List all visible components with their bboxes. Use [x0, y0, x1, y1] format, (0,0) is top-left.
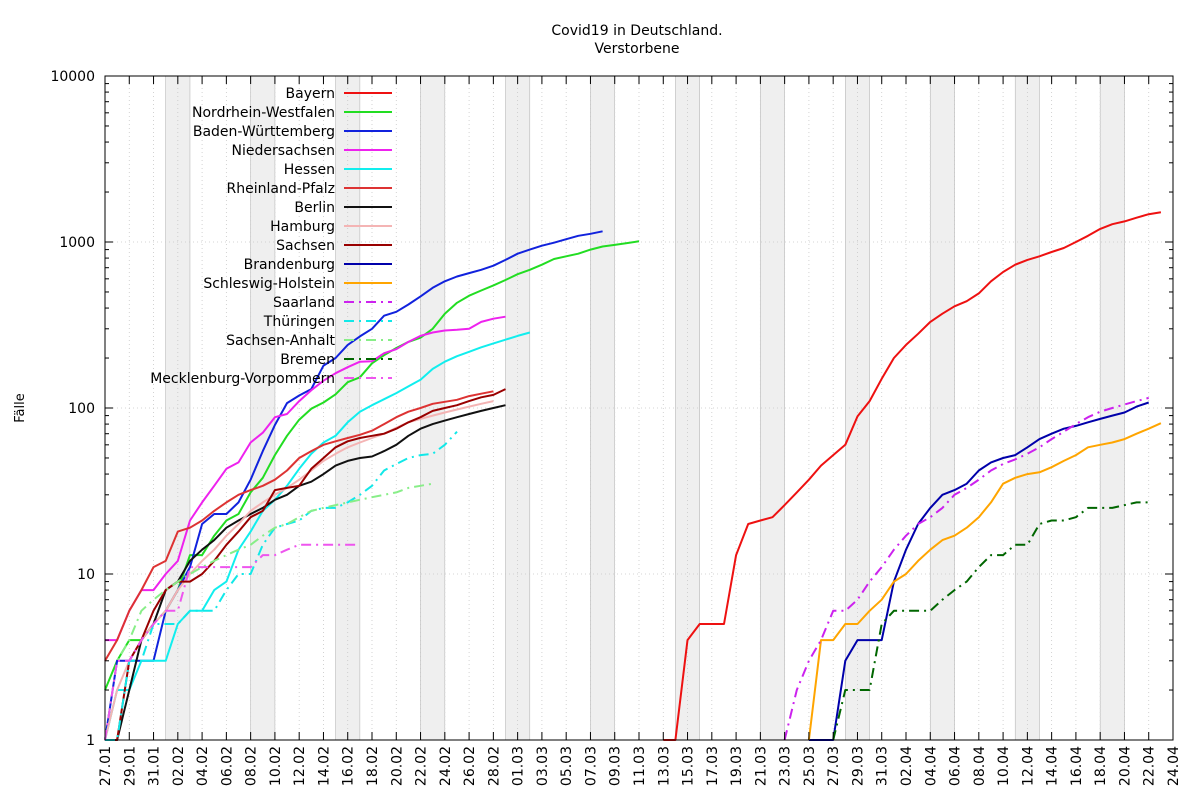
legend-label: Sachsen — [276, 238, 335, 254]
series-line — [105, 315, 506, 642]
x-tick-label: 19.03 — [729, 746, 745, 786]
x-tick-label: 16.04 — [1069, 746, 1085, 786]
x-tick-label: 18.04 — [1093, 746, 1109, 786]
series-line — [105, 431, 458, 741]
x-tick-label: 17.03 — [705, 746, 721, 786]
x-tick-label: 14.04 — [1045, 746, 1061, 786]
series-line — [832, 501, 1149, 741]
x-tick-label: 01.03 — [511, 746, 527, 786]
legend-label: Saarland — [273, 295, 335, 311]
chart-title: Covid19 in Deutschland. — [551, 23, 722, 39]
x-tick-label: 10.04 — [996, 746, 1012, 786]
legend-label: Nordrhein-Westfalen — [192, 105, 335, 121]
weekend-band — [760, 75, 785, 741]
series-line — [105, 388, 506, 741]
x-tick-label: 20.04 — [1117, 746, 1133, 786]
x-tick-label: 07.03 — [583, 746, 599, 786]
chart-subtitle: Verstorbene — [595, 41, 680, 57]
x-tick-label: 05.03 — [559, 746, 575, 786]
x-tick-label: 06.04 — [948, 746, 964, 786]
legend-label: Schleswig-Holstein — [203, 276, 335, 292]
series-line — [104, 482, 433, 741]
x-tick-label: 22.04 — [1142, 746, 1158, 786]
x-tick-label: 20.02 — [389, 746, 405, 786]
series-line — [807, 422, 1162, 741]
x-tick-label: 04.02 — [195, 746, 211, 786]
x-tick-label: 27.01 — [98, 746, 114, 786]
x-tick-label: 16.02 — [341, 746, 357, 786]
x-tick-label: 26.02 — [462, 746, 478, 786]
legend-label: Sachsen-Anhalt — [226, 333, 335, 349]
x-tick-label: 10.02 — [268, 746, 284, 786]
x-tick-label: 18.02 — [365, 746, 381, 786]
x-tick-label: 02.04 — [899, 746, 915, 786]
legend-label: Mecklenburg-Vorpommern — [150, 371, 335, 387]
y-tick-label: 10 — [77, 567, 95, 583]
y-tick-label: 1000 — [59, 235, 95, 251]
legend-label: Baden-Württemberg — [193, 124, 335, 140]
x-tick-label: 03.03 — [535, 746, 551, 786]
y-axis-label: Fälle — [13, 393, 28, 422]
x-tick-label: 23.03 — [778, 746, 794, 786]
y-axis: 1 10 100 1000 10000 — [50, 69, 1173, 749]
y-tick-label: 1 — [86, 733, 95, 749]
x-tick-label: 02.02 — [171, 746, 187, 786]
x-tick-label: 22.02 — [414, 746, 430, 786]
legend-label: Berlin — [294, 200, 335, 216]
x-tick-label: 14.02 — [316, 746, 332, 786]
legend-label: Bremen — [280, 352, 335, 368]
series-line — [104, 390, 494, 662]
legend-label: Thüringen — [263, 314, 335, 330]
x-tick-label: 15.03 — [681, 746, 697, 786]
x-tick-label: 09.03 — [608, 746, 624, 786]
series-lines — [104, 211, 1162, 741]
legend-label: Niedersachsen — [232, 143, 335, 159]
x-tick-label: 29.03 — [850, 746, 866, 786]
x-tick-label: 12.02 — [292, 746, 308, 786]
x-axis: 27.01 29.01 31.01 02.02 04.02 06.02 08.02 10.02… — [98, 76, 1182, 786]
legend-label: Brandenburg — [244, 257, 335, 273]
series-line — [104, 543, 360, 741]
legend-label: Hessen — [284, 162, 335, 178]
legend-label: Rheinland-Pfalz — [227, 181, 335, 197]
series-line — [663, 211, 1162, 741]
x-tick-label: 24.02 — [438, 746, 454, 786]
x-tick-label: 12.04 — [1020, 746, 1036, 786]
weekend-band — [590, 75, 616, 741]
x-tick-label: 25.03 — [802, 746, 818, 786]
x-tick-label: 31.01 — [147, 746, 163, 786]
x-tick-label: 21.03 — [753, 746, 769, 786]
legend-label: Bayern — [286, 86, 335, 102]
y-tick-label: 10000 — [50, 69, 95, 85]
legend: Bayern Nordrhein-Westfalen Baden-Württembe… — [150, 86, 392, 387]
x-tick-label: 29.01 — [122, 746, 138, 786]
x-tick-label: 11.03 — [632, 746, 648, 786]
series-line — [808, 401, 1150, 741]
x-tick-label: 13.03 — [656, 746, 672, 786]
x-tick-label: 08.02 — [244, 746, 260, 786]
y-tick-label: 100 — [68, 401, 95, 417]
x-tick-label: 06.02 — [219, 746, 235, 786]
series-line — [783, 396, 1149, 741]
x-tick-label: 28.02 — [486, 746, 502, 786]
x-tick-label: 24.04 — [1166, 746, 1182, 786]
x-tick-label: 04.04 — [923, 746, 939, 786]
x-tick-label: 27.03 — [826, 746, 842, 786]
weekend-band — [250, 75, 276, 741]
x-tick-label: 08.04 — [972, 746, 988, 786]
x-tick-label: 31.03 — [875, 746, 891, 786]
legend-label: Hamburg — [270, 219, 335, 235]
weekend-band — [929, 75, 955, 741]
series-line — [104, 400, 494, 741]
